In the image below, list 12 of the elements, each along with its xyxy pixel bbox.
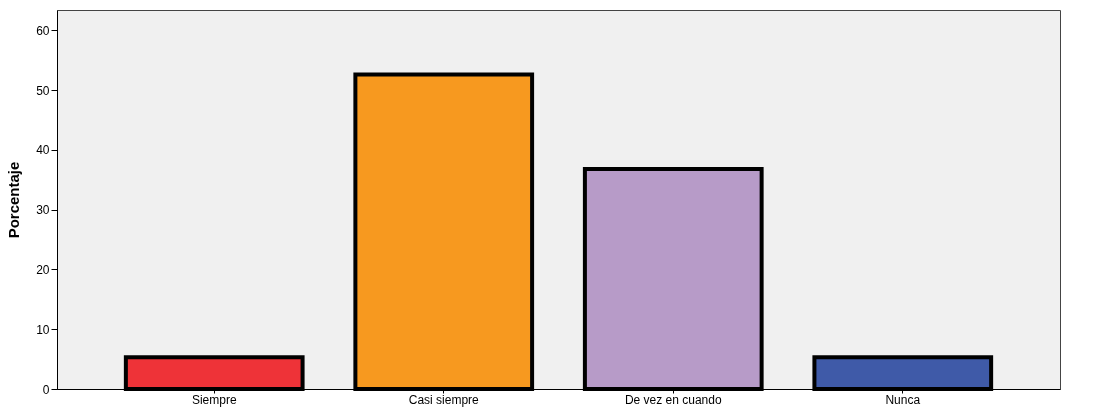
y-tick-label: 50	[36, 83, 50, 98]
x-tick-label: Casi siempre	[408, 392, 480, 407]
y-axis-title: Porcentaje	[5, 161, 23, 239]
x-tick-label: Nunca	[885, 392, 921, 407]
y-tick-label: 60	[36, 23, 50, 38]
x-tick-label: Siempre	[191, 392, 237, 407]
y-tick-label: 40	[36, 143, 50, 158]
y-tick-label: 0	[42, 382, 50, 397]
x-tick-label: De vez en cuando	[624, 392, 722, 407]
y-tick-label: 20	[36, 262, 50, 277]
y-tick-label: 10	[36, 322, 50, 337]
y-tick-label: 30	[36, 203, 50, 218]
